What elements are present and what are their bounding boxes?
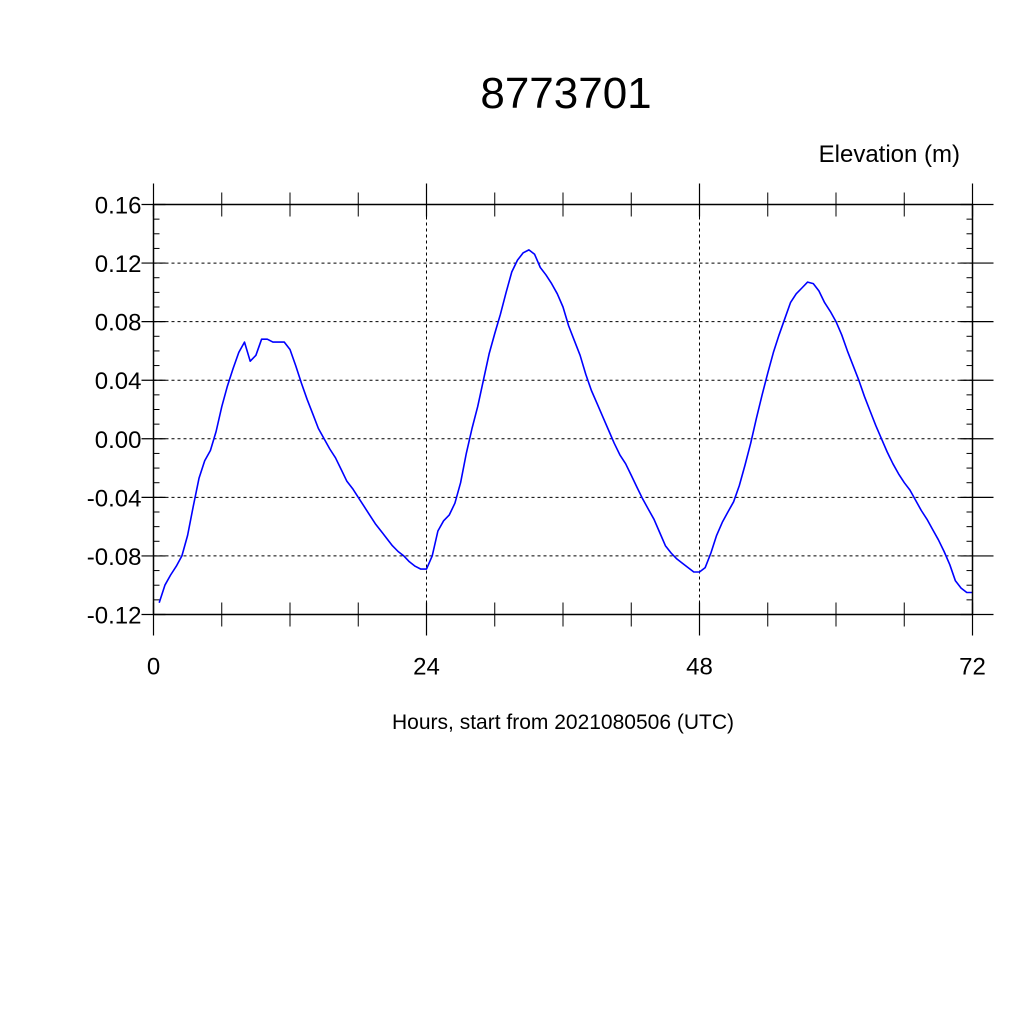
axis-ticks [141, 183, 994, 636]
y-tick-label: -0.08 [87, 544, 142, 571]
x-tick-label: 48 [686, 654, 713, 681]
series-layer [158, 249, 973, 604]
y-tick-label: -0.04 [87, 485, 142, 512]
y-tick-label: 0.12 [95, 251, 142, 278]
y-tick-label: 0.00 [95, 427, 142, 454]
series-line [158, 249, 973, 604]
y-tick-label: 0.04 [95, 368, 142, 395]
tick-labels: 0.16 0.12 0.08 0.04 0.00 -0.04 -0.08 -0.120 24 48… [87, 193, 986, 681]
y-tick-label: 0.08 [95, 310, 142, 337]
y-tick-label: -0.12 [87, 603, 142, 630]
plot-frame [152, 203, 974, 616]
y-tick-label: 0.16 [95, 193, 142, 220]
chart-title: 8773701 [480, 69, 651, 118]
x-tick-label: 24 [413, 654, 440, 681]
x-tick-label: 72 [959, 654, 986, 681]
x-axis-label: Hours, start from 2021080506 (UTC) [392, 711, 734, 734]
x-tick-label: 0 [147, 654, 160, 681]
y-axis-label: Elevation (m) [819, 141, 960, 168]
grid-lines [153, 204, 973, 615]
